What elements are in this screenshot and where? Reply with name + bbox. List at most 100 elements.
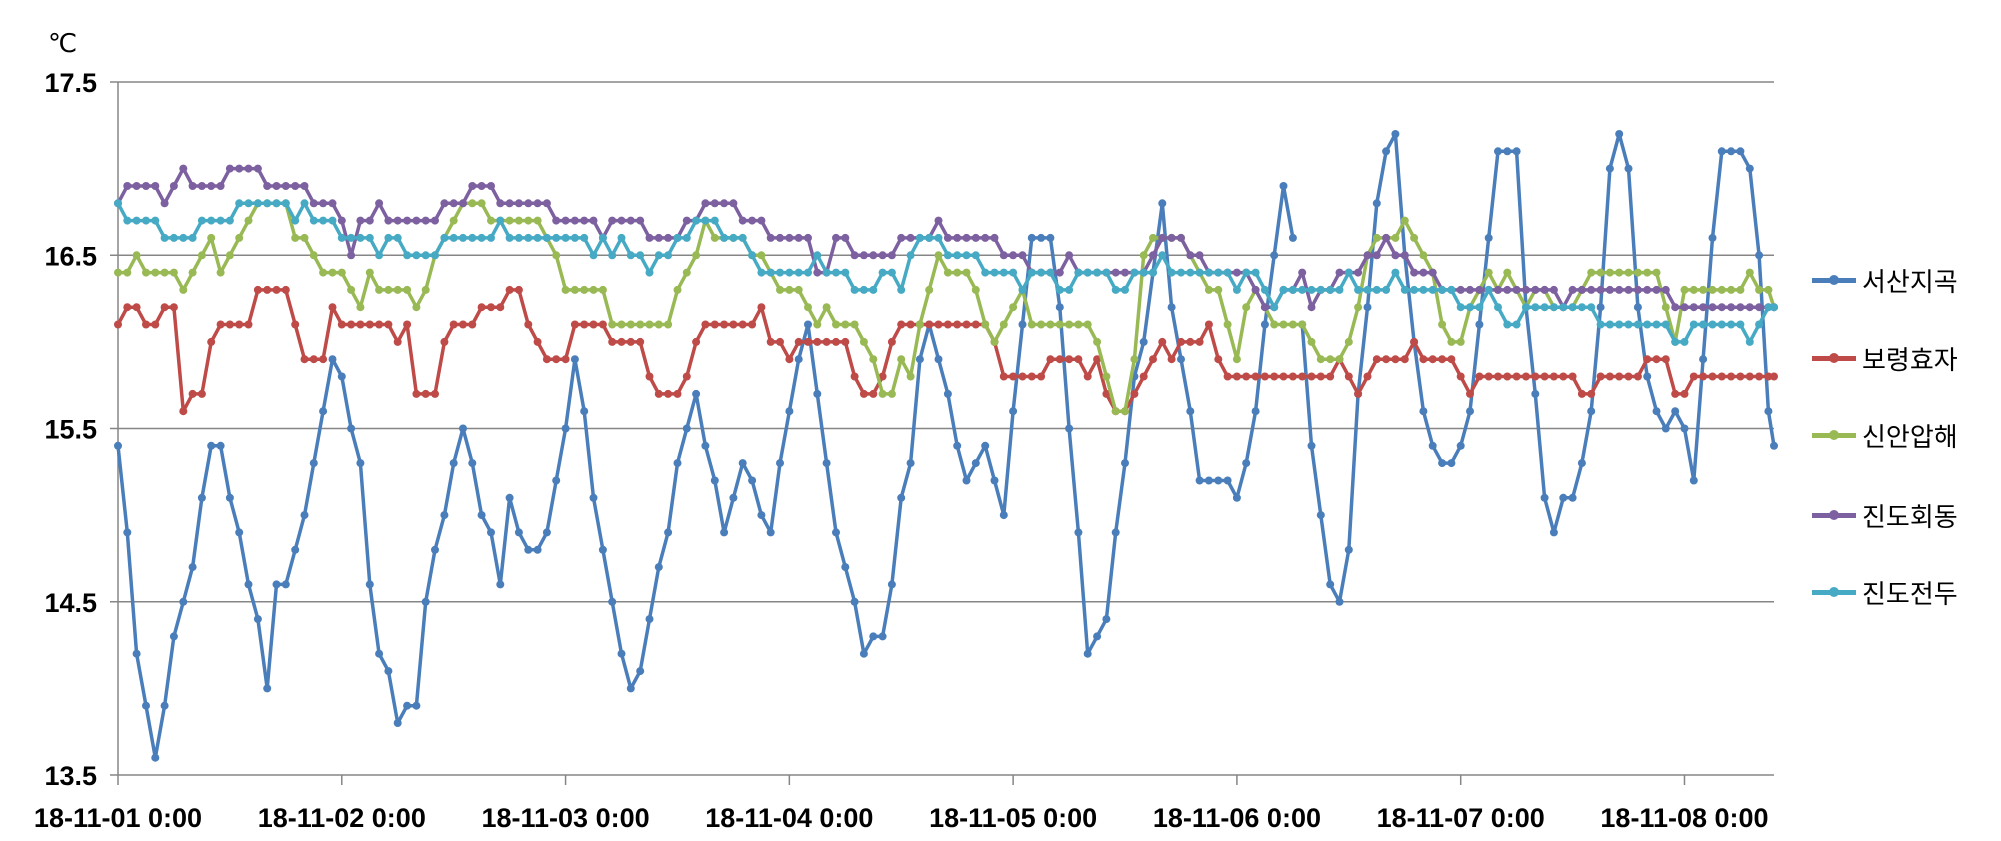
series-5 xyxy=(114,199,1778,346)
data-point xyxy=(1596,372,1605,381)
x-tick-label: 18-11-08 0:00 xyxy=(1600,803,1768,833)
data-point xyxy=(1232,493,1241,502)
data-point xyxy=(1083,320,1092,329)
data-point xyxy=(1540,285,1549,294)
data-point xyxy=(1009,372,1018,381)
data-point xyxy=(1121,459,1129,468)
data-point xyxy=(654,320,663,329)
data-point xyxy=(589,320,598,329)
data-point xyxy=(589,285,598,294)
legend-item-jindo-jeondu[interactable]: 진도전두 xyxy=(1812,572,1958,612)
legend-item-sinan-aphae[interactable]: 신안압해 xyxy=(1812,415,1958,455)
data-point xyxy=(542,199,551,208)
data-point xyxy=(1214,285,1223,294)
gridlines xyxy=(110,81,1774,785)
x-tick-label: 18-11-05 0:00 xyxy=(929,803,1097,833)
data-point xyxy=(1531,303,1540,312)
data-point xyxy=(421,251,430,260)
data-point xyxy=(253,615,262,624)
data-point xyxy=(1605,268,1614,277)
data-point xyxy=(1186,268,1195,277)
data-point xyxy=(841,268,850,277)
data-point xyxy=(263,199,272,208)
data-point xyxy=(999,511,1008,520)
data-point xyxy=(197,251,206,260)
data-point xyxy=(682,268,691,277)
data-point xyxy=(971,285,980,294)
data-point xyxy=(365,233,374,242)
data-point xyxy=(859,251,868,260)
data-point xyxy=(906,372,915,381)
data-point xyxy=(1093,355,1102,364)
data-point xyxy=(971,459,980,468)
data-point xyxy=(1466,407,1474,416)
data-point xyxy=(281,182,290,190)
data-point xyxy=(1456,303,1465,312)
data-point xyxy=(1270,251,1279,260)
data-point xyxy=(1587,389,1596,398)
data-point xyxy=(487,303,495,312)
data-point xyxy=(850,372,859,381)
data-point xyxy=(1400,355,1409,364)
data-point xyxy=(1605,164,1614,173)
data-point xyxy=(375,199,384,208)
data-point xyxy=(1680,389,1689,398)
data-point xyxy=(1755,303,1764,312)
data-point xyxy=(1577,389,1586,398)
data-point xyxy=(943,268,952,277)
data-point xyxy=(309,216,318,225)
data-point xyxy=(421,597,430,606)
data-point xyxy=(1121,268,1129,277)
data-point xyxy=(804,303,812,312)
data-point xyxy=(1736,147,1745,156)
data-point xyxy=(1624,268,1633,277)
data-point xyxy=(1736,285,1745,294)
data-point xyxy=(990,476,999,485)
data-point xyxy=(197,389,206,398)
data-point xyxy=(1111,407,1120,416)
data-point xyxy=(468,182,477,190)
data-point xyxy=(1009,251,1018,260)
x-tick-label: 18-11-01 0:00 xyxy=(34,803,202,833)
data-point xyxy=(804,320,812,329)
data-point xyxy=(542,528,551,537)
data-point xyxy=(477,182,486,190)
legend-item-jindo-hoedong[interactable]: 진도회동 xyxy=(1812,495,1958,535)
data-point xyxy=(1335,285,1344,294)
data-point xyxy=(319,355,328,364)
y-tick-label: 15.5 xyxy=(44,415,97,445)
data-point xyxy=(244,164,253,173)
data-point xyxy=(1307,372,1316,381)
data-point xyxy=(1745,164,1754,173)
data-point xyxy=(1158,251,1167,260)
data-point xyxy=(850,320,859,329)
data-point xyxy=(1540,372,1549,381)
data-point xyxy=(1633,285,1642,294)
data-point xyxy=(738,216,747,225)
data-point xyxy=(608,597,617,606)
legend-item-seosan-jigok[interactable]: 서산지곡 xyxy=(1812,260,1958,300)
data-point xyxy=(1102,372,1111,381)
data-point xyxy=(720,233,729,242)
data-point xyxy=(1652,355,1661,364)
data-point xyxy=(757,511,766,520)
data-point xyxy=(151,320,160,329)
data-point xyxy=(216,182,225,190)
data-point xyxy=(1055,268,1064,277)
data-point xyxy=(664,389,673,398)
data-point xyxy=(1503,268,1512,277)
data-point xyxy=(347,424,356,433)
data-point xyxy=(1046,268,1055,277)
data-point xyxy=(1661,320,1670,329)
data-point xyxy=(328,216,337,225)
data-point xyxy=(1139,337,1148,346)
data-point xyxy=(570,355,579,364)
data-point xyxy=(1633,303,1642,312)
data-point xyxy=(151,268,160,277)
data-point xyxy=(1456,441,1465,450)
data-point xyxy=(188,389,197,398)
data-point xyxy=(1764,303,1773,312)
data-point xyxy=(1149,355,1157,364)
legend-item-boryeong-hyoja[interactable]: 보령효자 xyxy=(1812,338,1958,378)
data-point xyxy=(682,233,691,242)
